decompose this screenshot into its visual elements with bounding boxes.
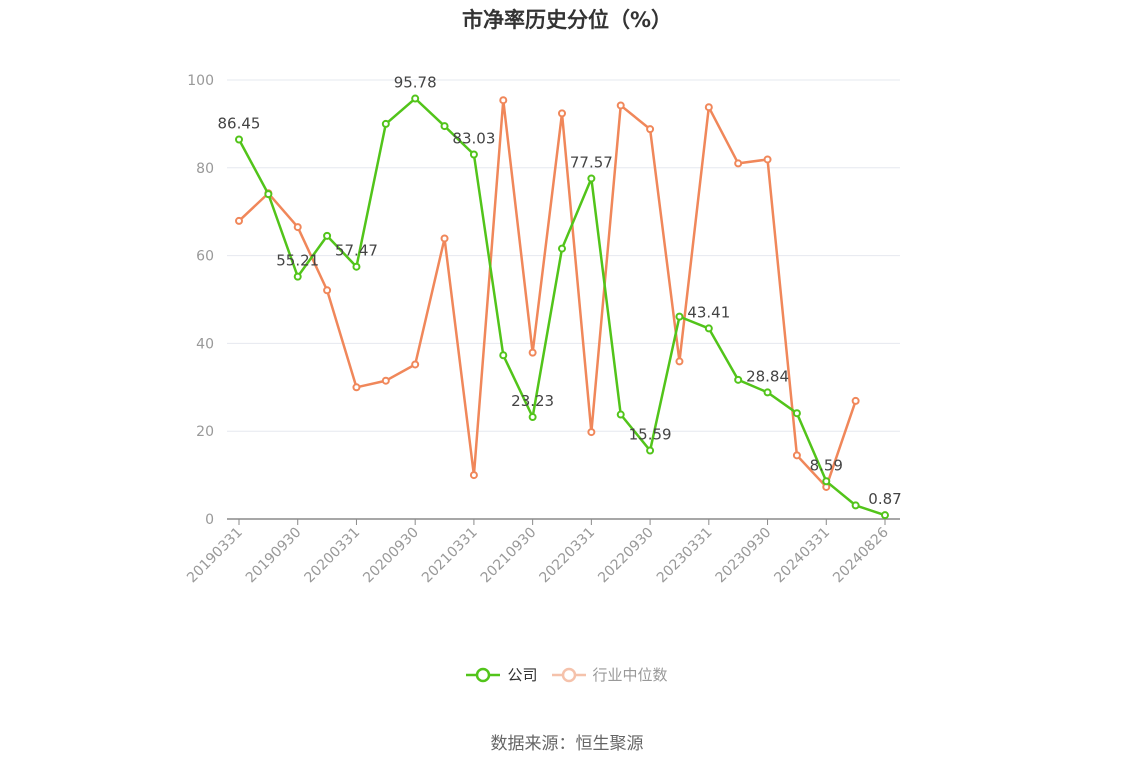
data-point-industry [851, 396, 860, 405]
data-point-industry [528, 348, 537, 357]
data-label: 55.21 [276, 252, 319, 270]
x-tick-label: 20240826 [830, 524, 892, 586]
x-tick-label: 20210930 [478, 525, 540, 587]
data-point-company [352, 262, 361, 271]
y-tick-label: 80 [196, 161, 214, 177]
data-point-industry [381, 376, 390, 385]
series-line-company [237, 97, 886, 517]
data-point-industry [734, 159, 743, 168]
data-label: 43.41 [687, 303, 730, 321]
x-tick-label: 20200930 [360, 525, 422, 587]
y-tick-label: 60 [196, 249, 214, 265]
data-label: 77.57 [570, 153, 613, 171]
data-point-industry [675, 357, 684, 366]
x-tick-label: 20220930 [595, 525, 657, 587]
data-point-industry [352, 383, 361, 392]
data-point-company [323, 231, 332, 240]
x-tick-label: 20240331 [771, 525, 833, 587]
data-point-company [646, 446, 655, 455]
legend-industry-label: 行业中位数 [592, 666, 668, 684]
y-tick-label: 0 [205, 512, 214, 528]
data-point-industry [616, 101, 625, 110]
x-tick-label: 20200331 [302, 525, 364, 587]
data-label: 86.45 [218, 114, 261, 132]
data-point-company [469, 150, 478, 159]
data-point-company [235, 135, 243, 144]
data-source: 数据来源：恒生聚源 [490, 734, 644, 754]
data-point-industry [558, 109, 566, 118]
x-tick-label: 20190331 [184, 525, 246, 587]
data-point-company [704, 324, 713, 333]
data-point-company [881, 511, 889, 520]
data-label: 0.87 [868, 490, 901, 508]
data-point-company [792, 409, 801, 418]
data-label: 95.78 [394, 74, 437, 92]
series-line-industry [238, 98, 857, 489]
data-point-company [734, 375, 743, 384]
data-point-industry [763, 155, 772, 164]
data-point-industry [646, 125, 655, 134]
data-point-industry [293, 223, 302, 232]
data-point-company [763, 388, 772, 397]
data-point-industry [587, 428, 596, 437]
chart-legend: 公司 行业中位数 [0, 664, 1134, 685]
data-point-company [440, 122, 449, 131]
data-label: 15.59 [629, 426, 672, 444]
x-tick-label: 20210331 [419, 525, 481, 587]
x-tick-label: 20220331 [536, 525, 598, 587]
data-point-company [381, 119, 390, 128]
data-point-company [851, 501, 860, 510]
data-point-industry [499, 96, 508, 105]
y-tick-label: 20 [196, 424, 214, 440]
data-point-industry [792, 451, 801, 460]
data-point-company [293, 272, 302, 281]
legend-company-label: 公司 [507, 666, 538, 684]
data-point-industry [235, 216, 243, 225]
data-point-company [558, 244, 566, 253]
data-label: 23.23 [511, 392, 554, 410]
data-point-company [528, 413, 537, 422]
data-point-industry [704, 103, 713, 112]
legend-industry-swatch [551, 667, 586, 682]
x-tick-label: 20230930 [713, 525, 775, 587]
data-point-industry [323, 286, 332, 295]
line-chart: 0 20 40 60 80 100 2019033120190930202003312020… [184, 73, 902, 587]
legend-company-swatch [466, 667, 501, 682]
data-label: 8.59 [810, 456, 843, 474]
x-tick-label: 20190930 [243, 525, 305, 587]
y-tick-label: 100 [187, 73, 214, 89]
data-point-company [264, 190, 273, 199]
legend-item-company[interactable]: 公司 [466, 664, 538, 685]
data-label: 83.03 [452, 129, 495, 147]
x-tick-label: 20230331 [654, 525, 716, 587]
data-point-company [822, 477, 831, 486]
legend-item-industry[interactable]: 行业中位数 [551, 664, 668, 685]
data-point-industry [411, 360, 420, 369]
chart-title: 市净率历史分位（%） [461, 8, 673, 32]
data-point-company [675, 312, 684, 321]
data-point-industry [440, 234, 449, 243]
data-point-company [616, 410, 625, 419]
data-label: 28.84 [746, 367, 789, 385]
data-point-industry [469, 471, 478, 480]
data-point-company [587, 174, 596, 183]
data-point-company [499, 351, 508, 360]
data-point-company [411, 94, 420, 103]
y-tick-label: 40 [196, 336, 214, 352]
data-label: 57.47 [335, 242, 378, 260]
